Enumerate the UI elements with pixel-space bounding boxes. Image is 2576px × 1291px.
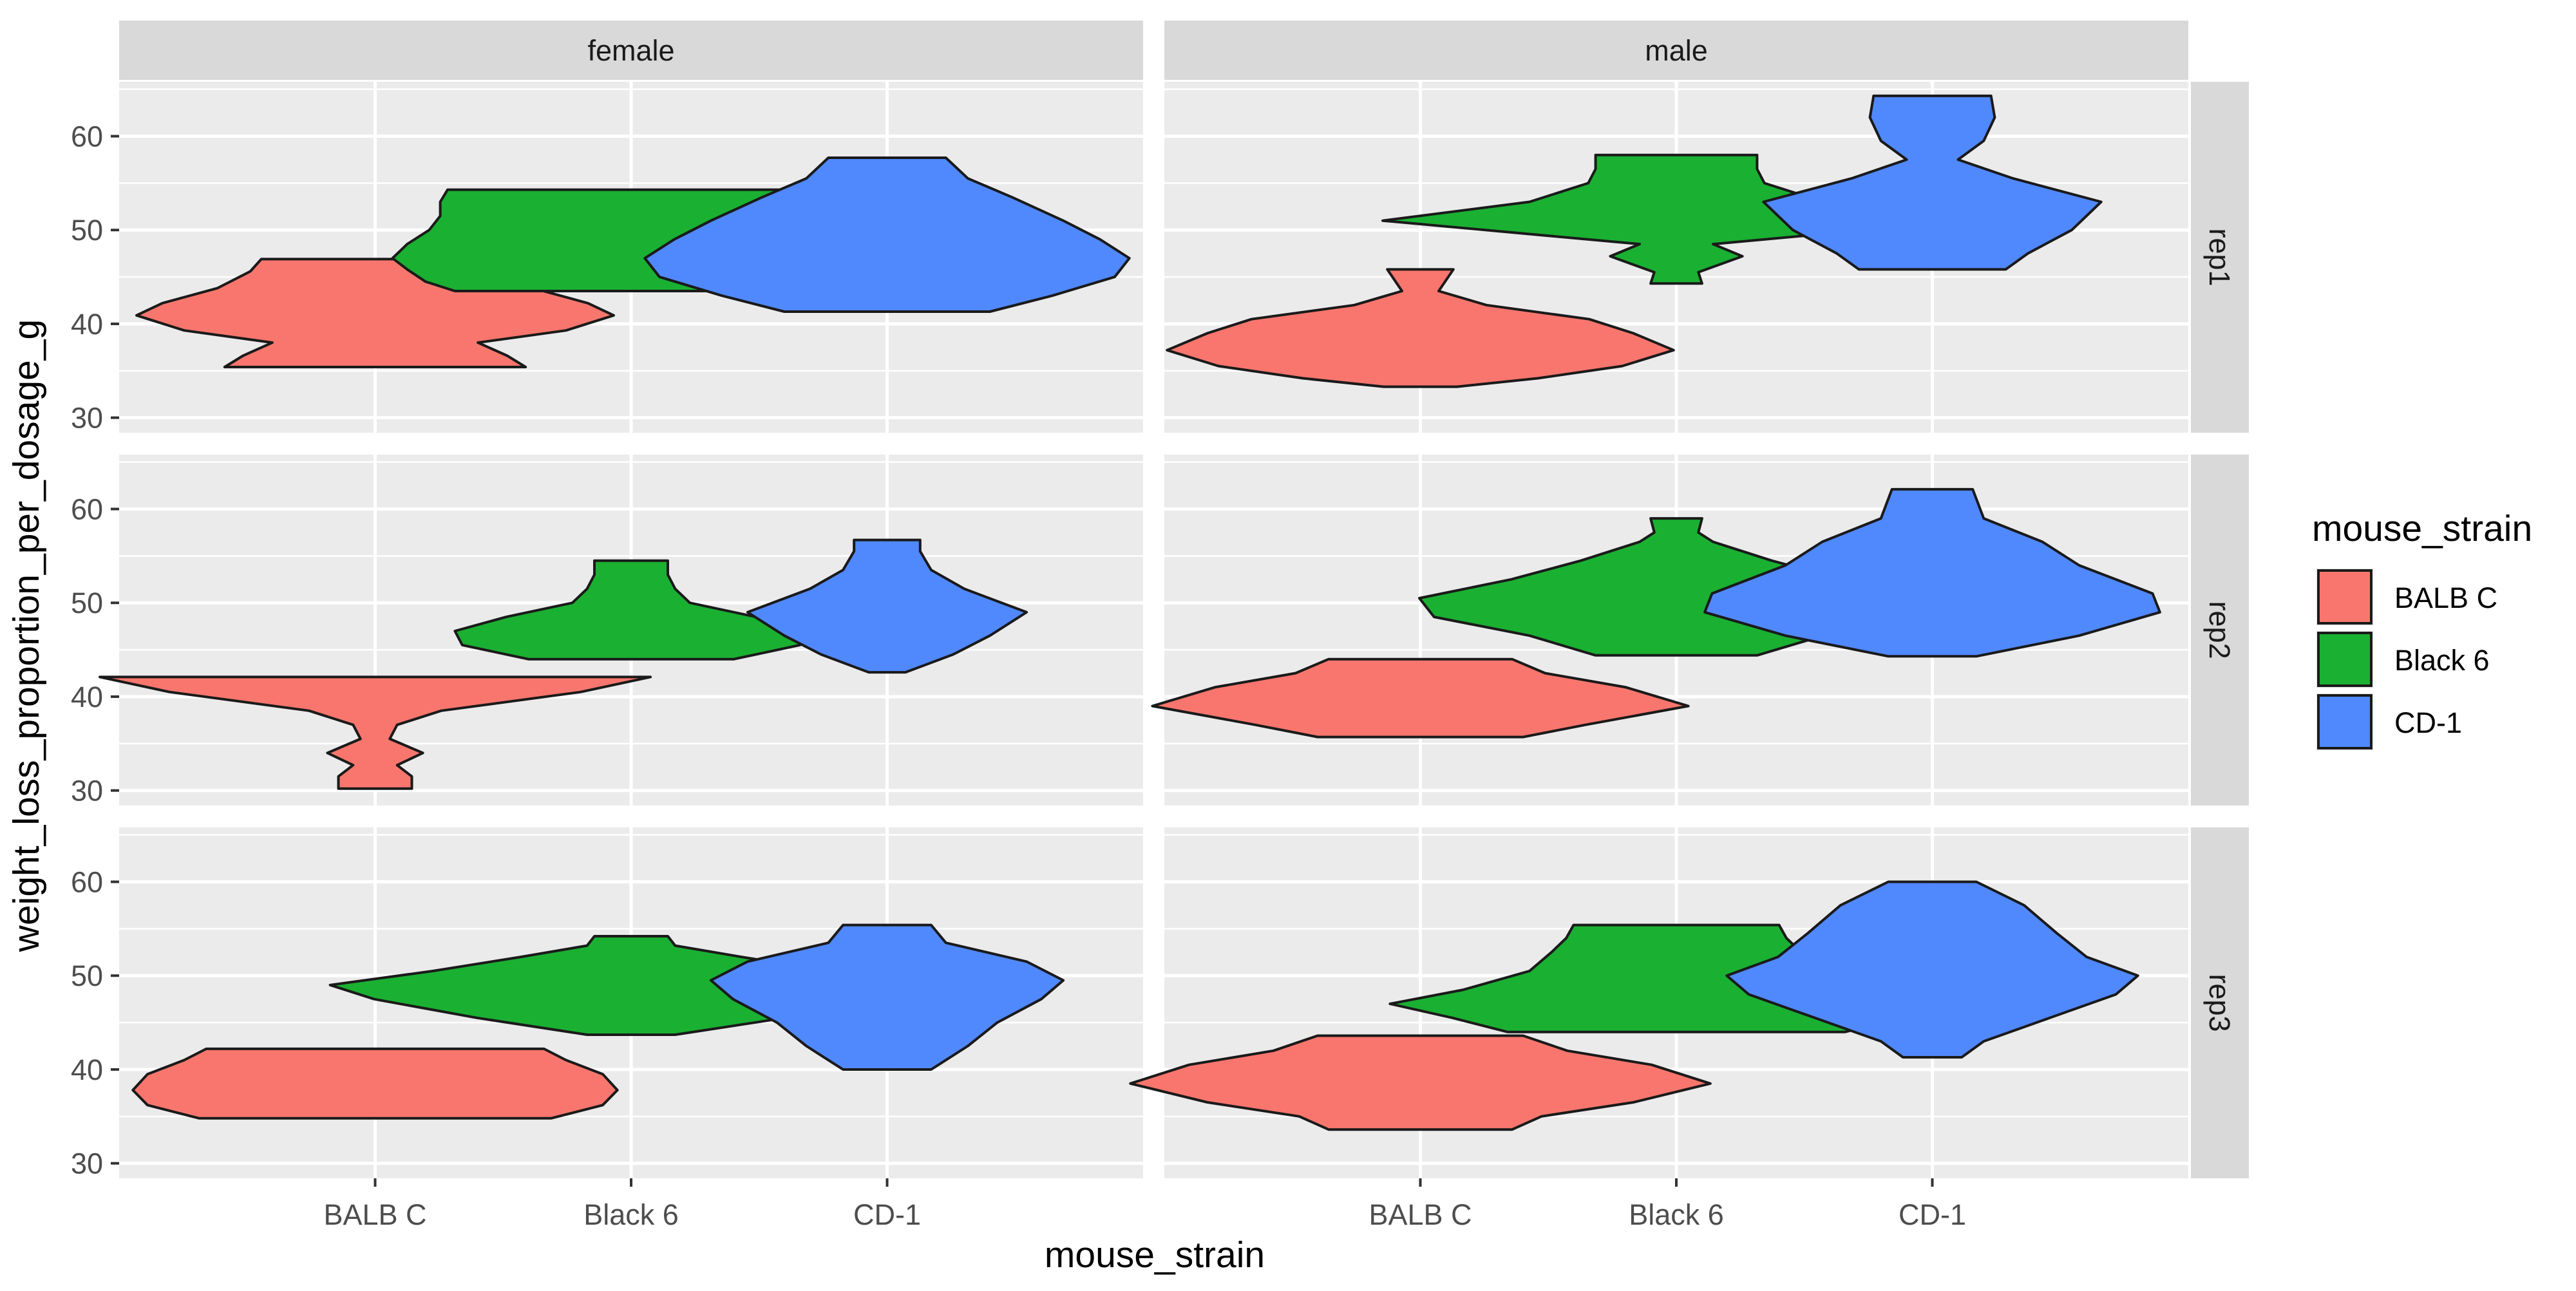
facet-panels <box>99 82 2188 1178</box>
y-tick-label: 40 <box>71 308 103 341</box>
legend-swatch <box>2317 632 2372 687</box>
y-tick-label: 60 <box>71 866 103 899</box>
y-tick-label: 50 <box>71 587 103 619</box>
x-tick-label: BALB C <box>323 1198 426 1231</box>
strip-label-rep3: rep3 <box>2203 974 2236 1032</box>
strip-background <box>2191 82 2249 433</box>
legend-item-black-6: Black 6 <box>2316 630 2490 688</box>
legend-swatch <box>2317 694 2372 749</box>
strip-background <box>2191 455 2249 806</box>
strip-label-female: female <box>587 34 674 67</box>
legend-label: Black 6 <box>2394 644 2490 677</box>
y-tick-label: 40 <box>71 1053 103 1086</box>
legend: mouse_strain BALB C Black 6 CD-1 <box>2312 508 2532 751</box>
legend-swatch <box>2317 569 2372 625</box>
strip-rep2: rep2 <box>2191 455 2249 806</box>
violin-male-rep1-balb-c <box>1166 268 1675 388</box>
y-axis-title: weight_loss_proportion_per_dosage_g <box>6 319 47 952</box>
facet-strips: female male rep1 rep2 rep3 <box>119 21 2249 1178</box>
strip-label-male: male <box>1645 34 1708 67</box>
violin-male-rep3-cd-1 <box>1725 880 2139 1059</box>
strip-rep3: rep3 <box>2191 827 2249 1178</box>
y-tick-label: 60 <box>71 493 103 526</box>
violin-female-rep3-cd-1 <box>709 923 1065 1071</box>
violin-male-rep3-balb-c <box>1129 1034 1712 1131</box>
strip-background <box>119 21 1143 80</box>
violin-male-rep1-cd-1 <box>1762 94 2103 271</box>
legend-item-balb-c: BALB C <box>2316 568 2497 626</box>
legend-item-cd-1: CD-1 <box>2316 693 2462 751</box>
legend-title: mouse_strain <box>2312 508 2532 549</box>
violin-female-rep2-cd-1 <box>746 538 1028 674</box>
violin-female-rep3-balb-c <box>131 1047 619 1120</box>
x-tick-label: CD-1 <box>1899 1198 1966 1231</box>
strip-rep1: rep1 <box>2191 82 2249 433</box>
legend-label: BALB C <box>2394 581 2497 614</box>
y-tick-label: 50 <box>71 959 103 992</box>
y-tick-label: 30 <box>71 775 103 807</box>
y-tick-label: 60 <box>71 120 103 153</box>
x-tick-label: Black 6 <box>583 1198 679 1231</box>
violin-female-rep2-balb-c <box>99 675 652 790</box>
x-tick-label: Black 6 <box>1629 1198 1724 1231</box>
x-tick-label: CD-1 <box>853 1198 921 1231</box>
strip-label-rep2: rep2 <box>2203 601 2236 659</box>
strip-background <box>2191 827 2249 1178</box>
y-tick-label: 40 <box>71 681 103 713</box>
legend-label: CD-1 <box>2394 706 2462 739</box>
violin-male-rep2-balb-c <box>1151 657 1690 739</box>
strip-label-rep1: rep1 <box>2203 228 2236 286</box>
y-tick-label: 30 <box>71 1147 103 1180</box>
axes: 30 40 50 60 30 40 50 60 30 40 50 60 BALB C Black 6 CD-… <box>71 120 1966 1231</box>
violin-male-rep1-black-6 <box>1381 153 1971 285</box>
x-tick-label: BALB C <box>1368 1198 1472 1231</box>
y-tick-label: 50 <box>71 214 103 247</box>
strip-background <box>1164 21 2188 80</box>
x-axis-title: mouse_strain <box>1045 1234 1265 1276</box>
violin-male-rep2-cd-1 <box>1703 487 2161 658</box>
violin-female-rep1-cd-1 <box>643 156 1131 313</box>
y-tick-label: 30 <box>71 402 103 435</box>
strip-male: male <box>1164 21 2188 80</box>
strip-female: female <box>119 21 1143 80</box>
